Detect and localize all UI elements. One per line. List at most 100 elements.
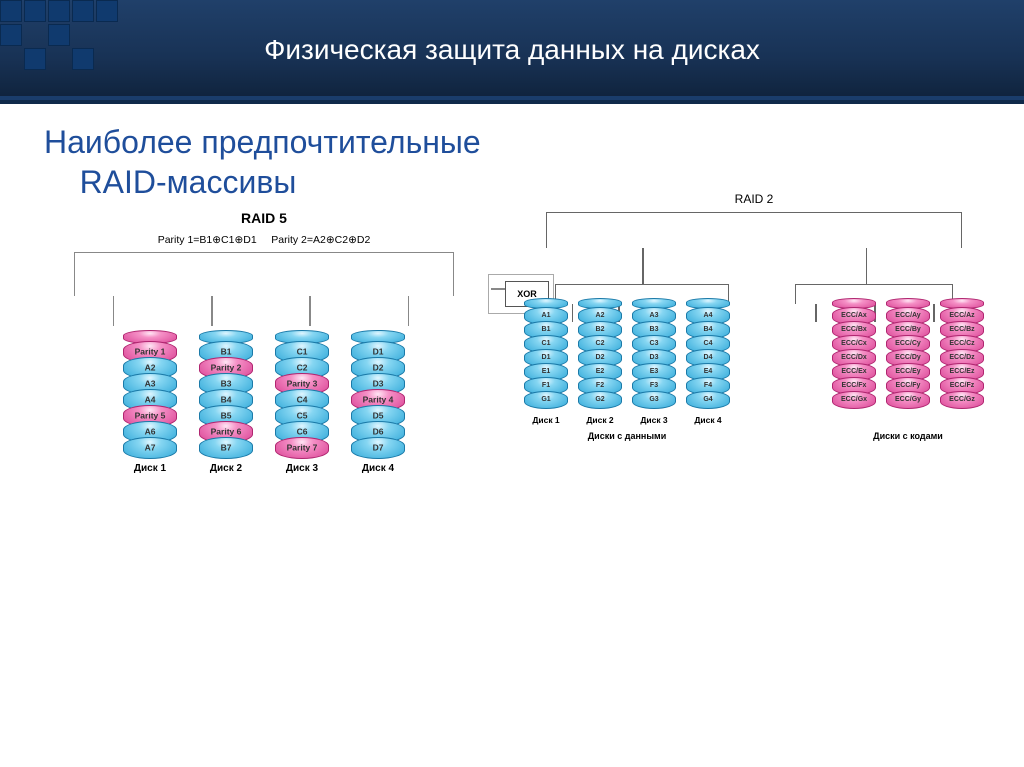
block-label: B5 [221, 411, 232, 421]
raid2-ecc-group: ECC/AxECC/BxECC/CxECC/DxECC/ExECC/FxECC/… [832, 298, 984, 441]
block-label: B2 [596, 326, 605, 333]
block-label: Parity 6 [211, 427, 242, 437]
data-block: D7 [351, 437, 405, 459]
diagrams-row: RAID 5 Parity 1=B1⊕C1⊕D1 Parity 2=A2⊕C2⊕… [44, 210, 994, 474]
block-label: G1 [541, 396, 550, 403]
disk-name-label: Диск 1 [134, 463, 166, 474]
block-label: A6 [145, 427, 156, 437]
disk-name-label: Диск 2 [586, 415, 613, 425]
block-label: E1 [542, 368, 551, 375]
block-label: E4 [704, 368, 713, 375]
block-label: A3 [650, 312, 659, 319]
parity-block: Parity 7 [275, 437, 329, 459]
block-label: ECC/Dy [895, 354, 921, 361]
block-label: B3 [221, 379, 232, 389]
block-label: D1 [373, 347, 384, 357]
block-label: D4 [704, 354, 713, 361]
block-label: F3 [650, 382, 658, 389]
main-heading-line2: RAID-массивы [80, 164, 297, 200]
raid2-data-label: Диски с данными [588, 431, 666, 441]
block-label: F4 [704, 382, 712, 389]
disk-name-label: Диск 1 [532, 415, 559, 425]
raid2-disks-row: A1B1C1D1E1F1G1Диск 1A2B2C2D2E2F2G2Диск 2… [524, 298, 984, 441]
disk-name-label: Диск 2 [210, 463, 242, 474]
ecc-block: ECC/Gx [832, 391, 876, 409]
block-label: ECC/Cz [949, 340, 974, 347]
block-label: G2 [595, 396, 604, 403]
block-label: D3 [650, 354, 659, 361]
block-label: Parity 3 [287, 379, 318, 389]
raid2-data-disk-1: A1B1C1D1E1F1G1Диск 1 [524, 298, 568, 425]
block-label: B1 [221, 347, 232, 357]
disk-name-label: Диск 3 [286, 463, 318, 474]
block-label: C2 [596, 340, 605, 347]
block-label: B4 [704, 326, 713, 333]
slide-body: Наиболее предпочтительные RAID-массивы R… [0, 104, 1024, 767]
block-label: ECC/Az [949, 312, 974, 319]
data-block: A7 [123, 437, 177, 459]
raid2-diagram: RAID 2 [524, 192, 984, 441]
block-label: A2 [145, 363, 156, 373]
block-label: A7 [145, 443, 156, 453]
block-label: ECC/Ax [841, 312, 867, 319]
block-label: A2 [596, 312, 605, 319]
block-label: B7 [221, 443, 232, 453]
block-label: E3 [650, 368, 659, 375]
raid5-title: RAID 5 [44, 210, 484, 226]
raid2-ecc-disk-1: ECC/AxECC/BxECC/CxECC/DxECC/ExECC/FxECC/… [832, 298, 876, 425]
disk-name-label [907, 415, 909, 425]
block-label: C4 [297, 395, 308, 405]
block-label: C5 [297, 411, 308, 421]
ecc-block: ECC/Gz [940, 391, 984, 409]
block-label: Parity 5 [135, 411, 166, 421]
block-label: Parity 2 [211, 363, 242, 373]
data-block: G2 [578, 391, 622, 409]
slide-header: Физическая защита данных на дисках [0, 0, 1024, 100]
block-label: Parity 1 [135, 347, 166, 357]
disk-name-label: Диск 4 [694, 415, 721, 425]
ecc-block: ECC/Gy [886, 391, 930, 409]
block-label: ECC/Ey [895, 368, 920, 375]
raid2-data-disk-3: A3B3C3D3E3F3G3Диск 3 [632, 298, 676, 425]
raid5-bus [74, 252, 454, 296]
disk-name-label: Диск 3 [640, 415, 667, 425]
block-label: A4 [145, 395, 156, 405]
block-label: C2 [297, 363, 308, 373]
raid2-data-disk-4: A4B4C4D4E4F4G4Диск 4 [686, 298, 730, 425]
block-label: G4 [703, 396, 712, 403]
block-label: ECC/Fz [950, 382, 975, 389]
block-label: A1 [542, 312, 551, 319]
block-label: ECC/Fx [842, 382, 867, 389]
raid5-disk-3: C1C2Parity 3C4C5C6Parity 7Диск 3 [275, 330, 329, 474]
block-label: C4 [704, 340, 713, 347]
raid5-disk-1: Parity 1A2A3A4Parity 5A6A7Диск 1 [123, 330, 177, 474]
raid2-ecc-label: Диски с кодами [873, 431, 943, 441]
block-label: ECC/Bz [949, 326, 974, 333]
raid2-ecc-disk-3: ECC/AzECC/BzECC/CzECC/DzECC/EzECC/FzECC/… [940, 298, 984, 425]
block-label: ECC/Cy [895, 340, 921, 347]
block-label: ECC/Ez [950, 368, 975, 375]
block-label: E2 [596, 368, 605, 375]
block-label: ECC/Bx [841, 326, 867, 333]
main-heading: Наиболее предпочтительные RAID-массивы [44, 122, 994, 202]
raid2-ecc-disk-2: ECC/AyECC/ByECC/CyECC/DyECC/EyECC/FyECC/… [886, 298, 930, 425]
data-block: B7 [199, 437, 253, 459]
block-label: ECC/Dx [841, 354, 867, 361]
block-label: B4 [221, 395, 232, 405]
block-label: C3 [650, 340, 659, 347]
block-label: F2 [596, 382, 604, 389]
block-label: ECC/Ay [895, 312, 920, 319]
block-label: C1 [297, 347, 308, 357]
block-label: D6 [373, 427, 384, 437]
block-label: D7 [373, 443, 384, 453]
data-block: G1 [524, 391, 568, 409]
slide-title: Физическая защита данных на дисках [0, 0, 1024, 66]
raid5-equations: Parity 1=B1⊕C1⊕D1 Parity 2=A2⊕C2⊕D2 [44, 234, 484, 246]
block-label: ECC/Gy [895, 396, 921, 403]
disk-name-label [961, 415, 963, 425]
block-label: C1 [542, 340, 551, 347]
raid5-disk-4: D1D2D3Parity 4D5D6D7Диск 4 [351, 330, 405, 474]
block-label: D2 [596, 354, 605, 361]
data-block: G3 [632, 391, 676, 409]
block-label: ECC/Cx [841, 340, 867, 347]
